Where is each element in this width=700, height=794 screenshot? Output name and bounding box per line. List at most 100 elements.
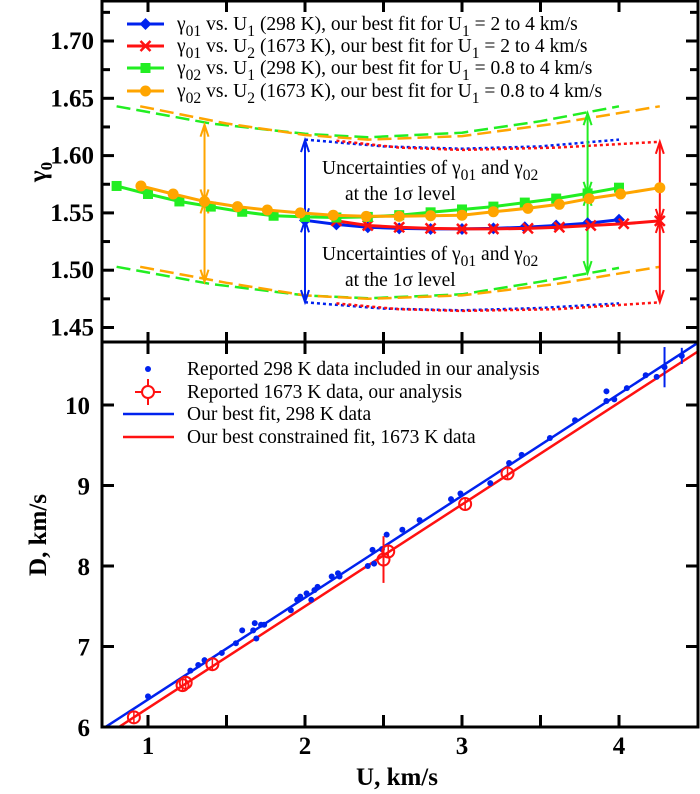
circle-marker	[135, 180, 147, 192]
legend-label: Our best fit, 298 K data	[187, 404, 371, 425]
data-point-298k	[371, 560, 378, 567]
circle-marker	[522, 202, 534, 214]
square-marker	[300, 211, 310, 222]
subscript-text: 02	[186, 67, 202, 84]
data-point-298k	[145, 693, 151, 700]
data-point-298k	[336, 573, 343, 580]
annotation-line-2: at the 1σ level	[345, 184, 456, 205]
circle-marker	[583, 193, 595, 205]
text-segment: (1673 K), our best fit for U	[255, 36, 472, 57]
data-point-298k	[218, 649, 225, 656]
x-marker	[456, 223, 468, 235]
data-point-298k	[416, 517, 423, 524]
data-point-298k	[297, 593, 304, 600]
y-axis-title-d: D, km/s	[25, 494, 52, 576]
arrow-head	[582, 110, 593, 126]
square-marker	[614, 182, 624, 193]
subscript-text: 01	[461, 167, 477, 184]
data-point-298k	[653, 373, 660, 380]
x-tick-label: 2	[299, 733, 312, 760]
arrow-head	[199, 121, 210, 137]
data-point-298k	[303, 590, 310, 597]
text-segment: (298 K), our best fit for U	[255, 14, 462, 35]
legend-label: γ02 vs. U2 (1673 K), our best fit for U1…	[176, 81, 602, 107]
text-segment: = 0.8 to 4 km/s	[479, 81, 602, 102]
x-tick-label: 3	[456, 733, 469, 760]
legend-entry: γ02 vs. U2 (1673 K), our best fit for U1…	[127, 81, 602, 107]
arrow-head	[654, 289, 665, 306]
circle-marker	[360, 210, 372, 222]
text-segment: Uncertainties of γ	[322, 244, 461, 265]
square-marker	[519, 197, 530, 208]
data-point-298k	[364, 563, 371, 569]
y-tick-label: 6	[78, 715, 91, 742]
data-point-298k	[603, 397, 610, 404]
data-point-298k	[328, 573, 335, 580]
text-segment: = 2 to 4 km/s	[470, 14, 578, 35]
text-segment: Uncertainties of γ	[322, 158, 461, 179]
text-segment: vs. U	[201, 58, 247, 79]
text-segment: and γ	[476, 158, 523, 179]
circle-marker	[553, 198, 565, 210]
x-marker	[653, 215, 666, 227]
text-segment: = 2 to 4 km/s	[479, 36, 587, 57]
data-point-298k	[399, 526, 406, 533]
subscript-text: 02	[523, 167, 539, 184]
x-marker	[393, 221, 406, 234]
legend-entry: Our best fit, 298 K data	[123, 404, 371, 425]
circle-marker	[456, 209, 468, 221]
y-tick-label: 1.70	[50, 28, 94, 55]
data-point-298k	[369, 546, 376, 553]
x-marker	[487, 223, 500, 235]
arrow-head	[300, 136, 310, 153]
subscript-text: 1	[462, 23, 470, 40]
circle-marker	[425, 210, 437, 222]
uncertainty-bound-upper	[116, 105, 620, 139]
arrow-head	[300, 289, 310, 306]
square-marker	[457, 204, 467, 215]
subscript-text: 1	[462, 67, 470, 84]
bottom-plot-frame	[100, 340, 700, 729]
legend-entry: Reported 298 K data included in our anal…	[145, 359, 540, 380]
gamma-symbol: γ	[25, 170, 52, 183]
legend-entry: γ02 vs. U1 (298 K), our best fit for U1 …	[127, 58, 592, 84]
subscript-text: 02	[523, 253, 539, 270]
y-axis-title-gamma: γ0	[25, 162, 56, 183]
square-marker	[237, 206, 248, 217]
annotation-line-1: Uncertainties of γ01 and γ02	[322, 158, 538, 184]
x-marker	[424, 222, 437, 235]
text-segment: vs. U	[201, 36, 247, 57]
data-point-298k	[611, 396, 618, 403]
text-segment: γ	[176, 81, 186, 102]
data-point-298k	[506, 459, 513, 466]
data-point-298k	[383, 531, 390, 538]
subscript-text: 2	[247, 90, 255, 107]
circle-marker	[167, 188, 179, 200]
text-segment: (1673 K), our best fit for U	[255, 81, 472, 102]
data-point-298k	[250, 627, 257, 634]
text-segment: (298 K), our best fit for U	[255, 58, 462, 79]
subscript-text: 01	[461, 253, 477, 270]
x-marker	[139, 40, 152, 52]
annotation-line-2: at the 1σ level	[345, 270, 456, 291]
y-tick-label: 1.55	[50, 200, 94, 227]
subscript-text: 02	[186, 90, 202, 107]
data-point-298k	[232, 640, 239, 647]
fit-line	[118, 350, 699, 729]
circle-marker	[199, 195, 211, 207]
data-point-298k	[603, 388, 610, 395]
x-tick-label: 4	[613, 733, 626, 760]
y-tick-label: 1.45	[50, 315, 94, 342]
uncertainty-bound-upper	[139, 105, 661, 141]
y-tick-label: 10	[65, 393, 90, 420]
text-segment: at the 1σ level	[345, 270, 456, 291]
legend-dot	[145, 366, 151, 372]
data-point-298k	[287, 607, 294, 614]
data-point-298k	[518, 451, 525, 458]
subscript-text: 01	[186, 23, 202, 40]
arrow-head	[582, 260, 593, 277]
circle-marker	[140, 85, 151, 97]
data-point-298k	[308, 596, 315, 603]
